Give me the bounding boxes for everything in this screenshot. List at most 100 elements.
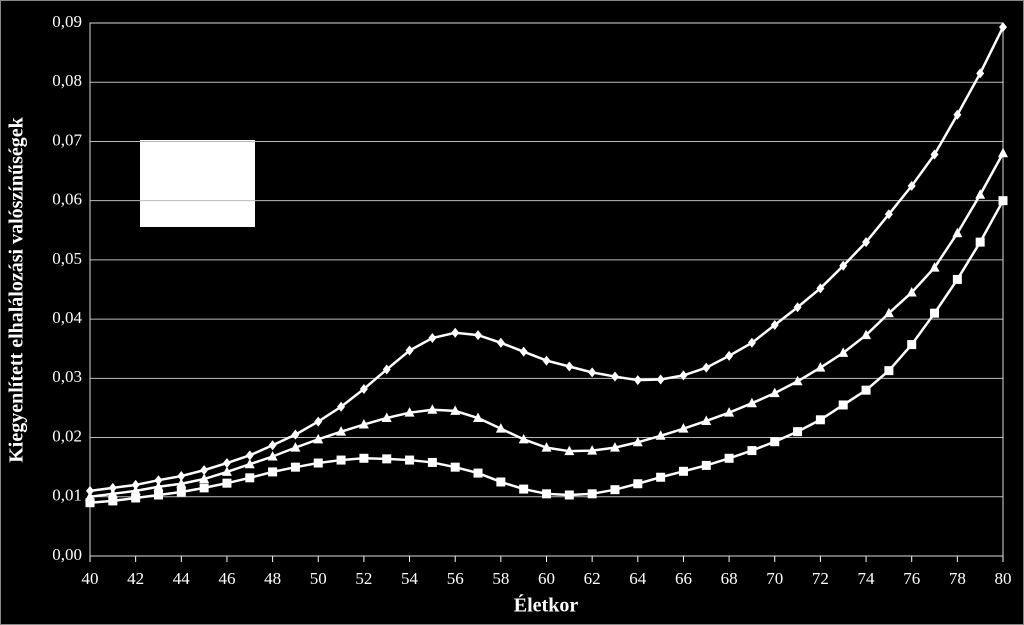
marker	[542, 355, 551, 366]
marker	[473, 468, 483, 478]
marker	[747, 446, 757, 456]
marker	[656, 472, 666, 482]
marker	[587, 489, 597, 499]
marker	[336, 426, 347, 436]
marker	[542, 489, 551, 499]
marker	[85, 498, 95, 508]
marker	[975, 189, 986, 199]
marker	[337, 401, 346, 412]
marker	[221, 466, 232, 476]
marker	[564, 445, 575, 456]
x-tick-label: 48	[264, 569, 281, 588]
marker	[496, 337, 505, 348]
marker	[130, 485, 141, 495]
x-tick-label: 78	[949, 569, 966, 588]
marker	[405, 455, 415, 465]
marker	[724, 453, 734, 463]
marker	[108, 482, 117, 493]
x-tick-label: 72	[812, 569, 829, 588]
x-tick-label: 46	[218, 569, 235, 588]
marker	[998, 147, 1008, 158]
marker	[930, 308, 940, 318]
y-tick-label: 0,07	[52, 130, 82, 149]
marker	[336, 455, 346, 465]
marker	[952, 274, 962, 284]
marker	[907, 340, 917, 350]
marker	[906, 286, 917, 297]
marker	[358, 419, 369, 429]
marker	[154, 475, 163, 486]
marker	[245, 450, 254, 461]
y-tick-label: 0,04	[52, 308, 82, 327]
marker	[633, 479, 643, 489]
marker	[609, 442, 620, 452]
marker	[793, 302, 802, 313]
x-tick-label: 80	[995, 569, 1012, 588]
x-tick-label: 44	[173, 569, 191, 588]
marker	[313, 433, 324, 444]
marker	[176, 478, 187, 488]
marker	[746, 397, 757, 408]
marker	[474, 330, 483, 341]
marker	[381, 412, 392, 423]
x-tick-label: 62	[584, 569, 601, 588]
marker	[998, 196, 1008, 206]
marker	[267, 451, 278, 461]
marker	[792, 375, 803, 386]
marker	[565, 361, 574, 372]
x-tick-label: 60	[538, 569, 555, 588]
marker	[793, 427, 803, 437]
marker	[952, 227, 963, 238]
marker	[656, 374, 665, 385]
marker	[655, 430, 666, 440]
marker	[199, 483, 209, 493]
marker	[519, 346, 528, 357]
marker	[701, 460, 711, 470]
marker	[153, 490, 163, 500]
marker	[199, 473, 210, 484]
marker	[999, 22, 1007, 33]
marker	[816, 283, 825, 294]
marker	[495, 423, 506, 433]
marker	[702, 362, 711, 373]
y-tick-label: 0,06	[52, 190, 82, 209]
y-tick-label: 0,00	[52, 545, 82, 564]
marker	[770, 320, 779, 331]
marker	[679, 370, 688, 381]
marker	[450, 462, 460, 472]
marker	[929, 262, 940, 272]
x-tick-label: 40	[82, 569, 99, 588]
marker	[975, 237, 985, 247]
marker	[107, 488, 118, 498]
marker	[838, 400, 848, 410]
marker	[176, 487, 186, 497]
marker	[588, 367, 597, 378]
marker	[861, 329, 872, 340]
marker	[907, 180, 916, 191]
x-tick-label: 52	[355, 569, 372, 588]
marker	[496, 477, 506, 487]
y-tick-label: 0,08	[52, 71, 82, 90]
y-tick-label: 0,02	[52, 426, 82, 445]
marker	[839, 260, 848, 271]
marker	[404, 407, 415, 417]
marker	[815, 415, 825, 425]
marker	[884, 366, 894, 376]
marker	[701, 415, 712, 425]
marker	[838, 347, 849, 357]
marker	[427, 457, 437, 467]
marker	[769, 387, 780, 398]
x-tick-label: 66	[675, 569, 692, 588]
x-tick-label: 56	[447, 569, 464, 588]
marker	[291, 429, 300, 440]
marker	[290, 462, 300, 472]
x-tick-label: 68	[721, 569, 738, 588]
y-tick-label: 0,03	[52, 367, 82, 386]
x-tick-label: 70	[766, 569, 783, 588]
marker	[724, 407, 735, 417]
marker	[976, 68, 985, 79]
x-axis-title: Életkor	[514, 594, 579, 617]
y-tick-label: 0,05	[52, 249, 82, 268]
marker	[359, 383, 368, 394]
